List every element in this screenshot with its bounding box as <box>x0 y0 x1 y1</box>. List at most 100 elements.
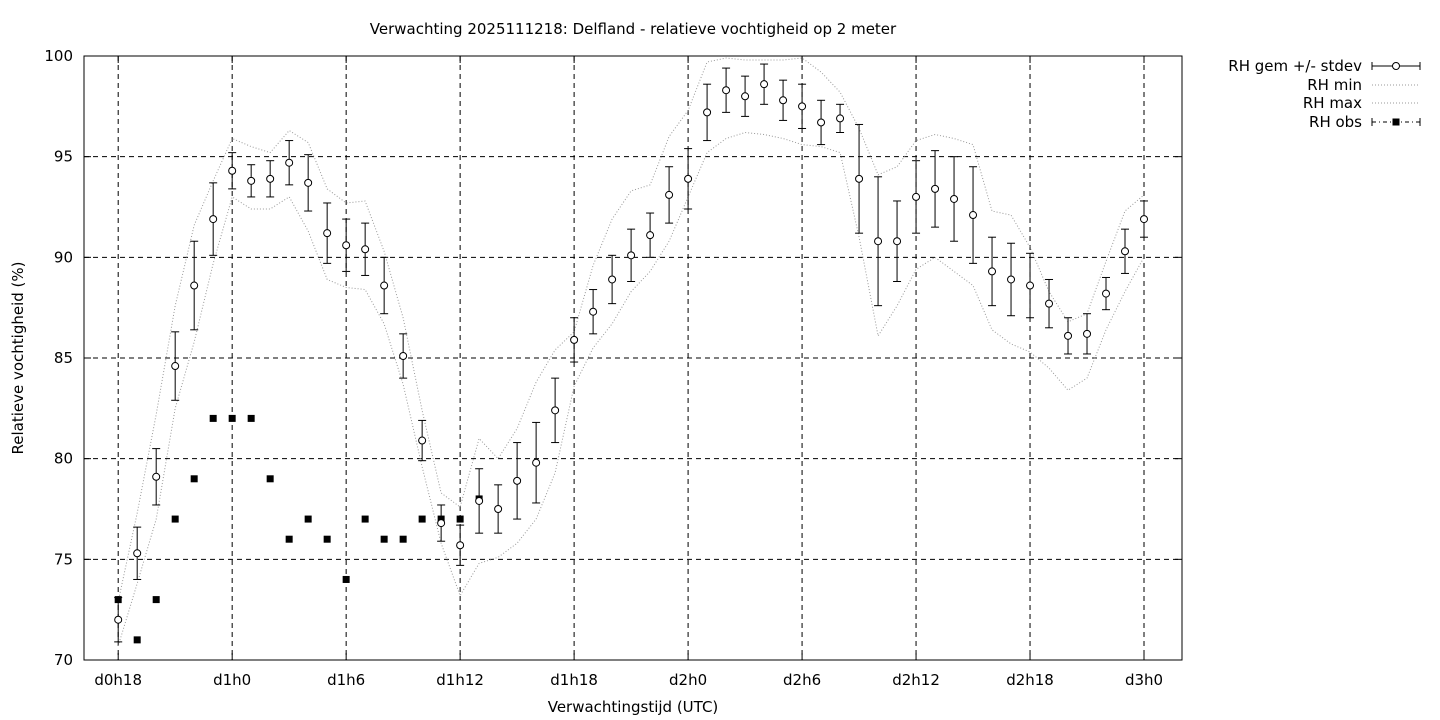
rh-mean-point <box>266 174 275 183</box>
rh-mean-errorbar <box>304 154 313 212</box>
legend-entry-max: RH max <box>1303 94 1420 112</box>
rh-mean-errorbar <box>494 484 503 534</box>
rh-mean-point <box>779 96 788 105</box>
rh-mean-point <box>228 166 237 175</box>
rh-mean-point <box>874 237 883 246</box>
rh-mean-errorbar <box>209 182 218 256</box>
rh-mean-errorbar <box>247 164 256 198</box>
rh-obs-point <box>190 475 198 483</box>
rh-mean-point <box>912 192 921 201</box>
rh-mean-point <box>836 114 845 123</box>
legend-label-min: RH min <box>1307 76 1362 94</box>
rh-mean-point <box>1121 247 1130 256</box>
rh-mean-errorbar <box>1045 278 1054 329</box>
y-tick-label: 85 <box>54 349 73 367</box>
rh-obs-point <box>418 515 426 523</box>
rh-mean-point <box>627 251 636 260</box>
rh-mean-errorbar <box>684 148 693 210</box>
legend-entry-min: RH min <box>1307 76 1420 94</box>
rh-mean-point <box>532 458 541 467</box>
rh-mean-point <box>760 80 769 89</box>
rh-mean-point <box>1083 329 1092 338</box>
axis-ticks: d0h18 d1h0 d1h6 d1h12 d1h18 d2h0 d2h6 d2h12 d2h1… <box>44 47 1182 689</box>
rh-mean-point <box>247 176 256 185</box>
rh-obs-point <box>323 535 331 543</box>
minmax-lines <box>117 57 1145 647</box>
rh-mean-point <box>1140 215 1149 224</box>
rh-mean-point <box>475 496 484 505</box>
rh-mean-errorbar <box>361 222 370 276</box>
rh-obs-point <box>171 515 179 523</box>
x-tick-label: d2h6 <box>783 671 821 689</box>
rh-obs-point <box>456 515 464 523</box>
rh-mean-errorbar <box>133 526 142 580</box>
rh-mean-errorbar <box>722 67 731 113</box>
rh-mean-point <box>114 615 123 624</box>
rh-obs-point <box>228 414 236 422</box>
rh-mean-point <box>361 245 370 254</box>
y-tick-label: 100 <box>44 47 73 65</box>
rh-mean-point <box>494 505 503 513</box>
legend-entry-obs: RH obs <box>1309 113 1421 131</box>
grid-lines <box>84 56 1182 660</box>
x-tick-label: d1h0 <box>213 671 251 689</box>
rh-mean-point <box>304 178 313 187</box>
rh-mean-errorbar <box>114 597 123 643</box>
rh-mean-errorbar <box>1083 313 1092 355</box>
rh-mean-point <box>418 436 427 445</box>
rh-mean-errorbar <box>152 448 161 506</box>
rh-mean-errorbar <box>836 103 845 134</box>
rh-mean-point <box>380 281 389 290</box>
rh-obs-point <box>304 515 312 523</box>
rh-mean-errorbar <box>665 166 674 224</box>
rh-obs-point <box>266 475 274 483</box>
rh-mean-errorbar <box>1007 242 1016 317</box>
rh-mean-errorbar <box>380 256 389 315</box>
x-tick-label: d2h12 <box>892 671 940 689</box>
rh-mean-point <box>1026 281 1035 290</box>
rh-mean-errorbar <box>475 468 484 534</box>
rh-mean-errorbar <box>513 442 522 520</box>
rh-mean-point <box>817 118 826 127</box>
legend-marker <box>1392 118 1400 126</box>
rh-mean-point <box>950 194 959 203</box>
rh-mean-errorbar <box>703 83 712 142</box>
rh-mean-errorbar <box>855 123 864 234</box>
rh-mean-point <box>342 241 351 250</box>
rh-mean-errorbar <box>285 140 294 186</box>
rh-mean-errorbar <box>950 156 959 242</box>
mean-errorbars <box>114 63 1149 643</box>
observation-points <box>114 414 483 644</box>
rh-mean-errorbar <box>570 317 579 363</box>
rh-mean-point <box>323 229 332 238</box>
rh-mean-errorbar <box>1064 317 1073 355</box>
rh-obs-point <box>342 575 350 583</box>
rh-mean-errorbar <box>741 75 750 117</box>
x-axis-label: Verwachtingstijd (UTC) <box>548 698 719 716</box>
rh-mean-errorbar <box>437 504 446 542</box>
rh-max-line <box>117 57 1145 602</box>
rh-mean-point <box>152 472 161 481</box>
y-tick-label: 80 <box>54 450 73 468</box>
rh-obs-point <box>380 535 388 543</box>
y-tick-label: 75 <box>54 550 73 568</box>
rh-mean-errorbar <box>817 99 826 146</box>
x-tick-label: d0h18 <box>94 671 142 689</box>
rh-mean-point <box>988 267 997 276</box>
rh-mean-point <box>1007 275 1016 284</box>
rh-mean-errorbar <box>456 524 465 566</box>
x-tick-label: d2h18 <box>1006 671 1054 689</box>
rh-obs-point <box>361 515 369 523</box>
rh-mean-errorbar <box>1102 276 1111 311</box>
x-tick-label: d1h6 <box>327 671 365 689</box>
x-tick-label: d1h12 <box>436 671 484 689</box>
x-tick-label: d3h0 <box>1125 671 1163 689</box>
x-tick-label: d2h0 <box>669 671 707 689</box>
rh-mean-errorbar <box>266 160 275 198</box>
rh-mean-point <box>133 549 142 558</box>
rh-mean-errorbar <box>874 176 883 307</box>
rh-mean-errorbar <box>532 421 541 504</box>
rh-mean-point <box>931 184 940 193</box>
chart-title: Verwachting 2025111218: Delfland - relat… <box>370 20 897 38</box>
rh-mean-errorbar <box>418 419 427 462</box>
